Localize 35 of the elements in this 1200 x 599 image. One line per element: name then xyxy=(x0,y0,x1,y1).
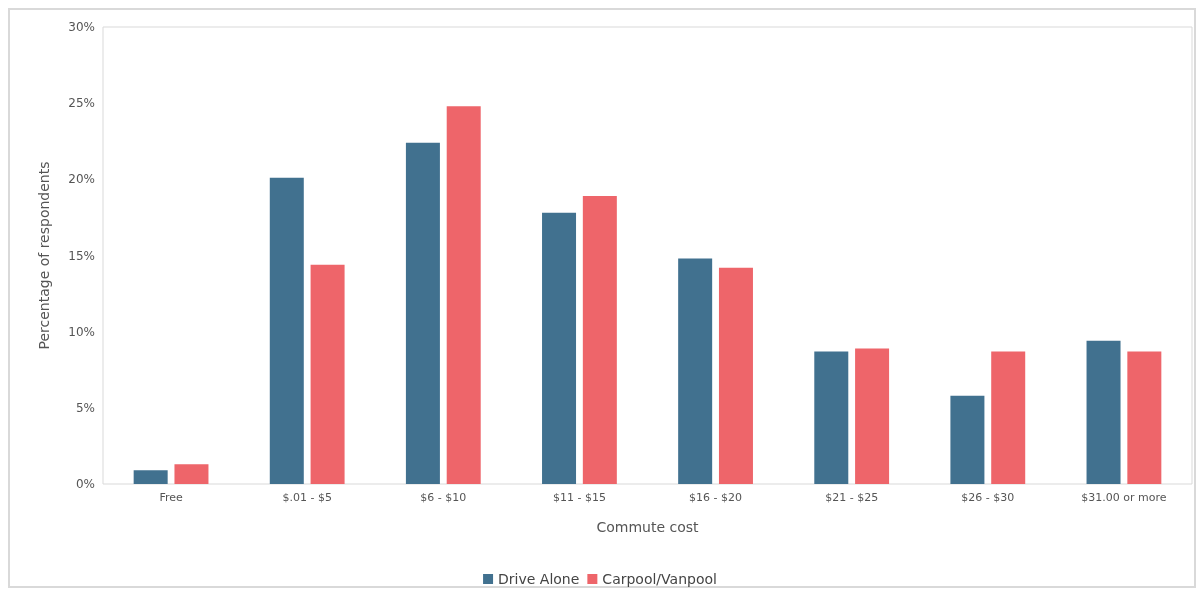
bar xyxy=(582,196,617,484)
bar xyxy=(446,106,481,484)
bar xyxy=(1127,351,1162,484)
bar xyxy=(718,267,753,484)
legend-label: Carpool/Vanpool xyxy=(602,571,717,587)
x-tick-label: $11 - $15 xyxy=(552,491,606,504)
x-tick-label: $6 - $10 xyxy=(420,491,467,504)
x-tick-label: $.01 - $5 xyxy=(282,491,332,504)
bar xyxy=(991,351,1026,484)
legend-label: Drive Alone xyxy=(498,571,580,587)
x-tick-label: Free xyxy=(159,491,183,504)
bar xyxy=(1086,340,1121,484)
bar xyxy=(269,177,304,484)
bar xyxy=(174,464,209,484)
bar xyxy=(542,212,577,484)
bar xyxy=(310,264,345,484)
y-tick-label: 5% xyxy=(75,400,95,415)
y-tick-label: 20% xyxy=(68,172,95,187)
bar xyxy=(405,142,440,484)
x-tick-label: $21 - $25 xyxy=(825,491,879,504)
y-tick-label: 10% xyxy=(68,324,95,339)
y-tick-label: 0% xyxy=(75,477,95,491)
y-tick-label: 30% xyxy=(68,20,95,34)
bar xyxy=(950,395,985,484)
y-tick-label: 15% xyxy=(68,248,95,263)
bar xyxy=(814,351,849,484)
bar xyxy=(133,470,168,484)
x-axis-title: Commute cost xyxy=(596,519,700,535)
y-tick-label: 25% xyxy=(68,96,95,111)
bar xyxy=(855,348,890,484)
x-tick-label: $31.00 or more xyxy=(1081,491,1167,504)
x-tick-label: $26 - $30 xyxy=(961,491,1015,504)
y-axis-title: Percentage of respondents xyxy=(36,161,52,350)
x-tick-label: $16 - $20 xyxy=(689,491,743,504)
bar xyxy=(678,258,713,484)
